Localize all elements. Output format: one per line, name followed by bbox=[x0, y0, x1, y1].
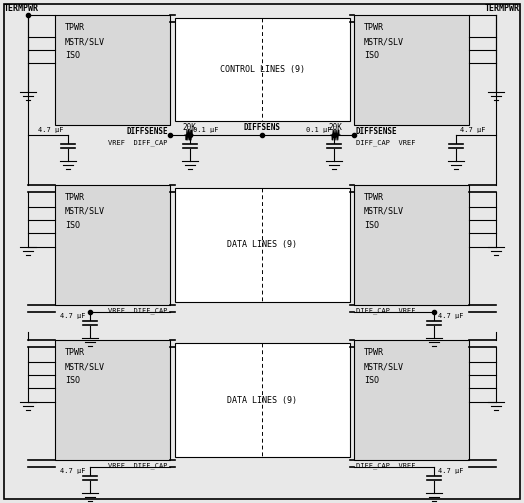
Text: DATA LINES (9): DATA LINES (9) bbox=[227, 240, 297, 249]
Bar bbox=[354, 185, 469, 305]
Text: ISO: ISO bbox=[65, 376, 80, 385]
Text: MSTR/SLV: MSTR/SLV bbox=[364, 362, 404, 371]
Text: TPWR: TPWR bbox=[65, 23, 85, 32]
Text: VREF  DIFF_CAP: VREF DIFF_CAP bbox=[108, 462, 168, 469]
Text: CONTROL LINES (9): CONTROL LINES (9) bbox=[220, 64, 304, 73]
Text: 4.7 μF: 4.7 μF bbox=[438, 313, 464, 319]
Text: 20K: 20K bbox=[328, 123, 342, 132]
Text: DATA LINES (9): DATA LINES (9) bbox=[227, 395, 297, 404]
Bar bbox=[354, 340, 469, 460]
Text: 4.7 μF: 4.7 μF bbox=[60, 468, 86, 474]
Text: ISO: ISO bbox=[65, 51, 80, 60]
Text: MSTR/SLV: MSTR/SLV bbox=[65, 362, 105, 371]
Text: MSTR/SLV: MSTR/SLV bbox=[65, 207, 105, 216]
Text: DIFF_CAP  VREF: DIFF_CAP VREF bbox=[356, 139, 416, 146]
Bar bbox=[175, 18, 350, 121]
Text: DIFFSENSE: DIFFSENSE bbox=[356, 127, 398, 136]
Text: TPWR: TPWR bbox=[65, 193, 85, 202]
Text: DIFF_CAP  VREF: DIFF_CAP VREF bbox=[356, 307, 416, 314]
Text: DIFF_CAP  VREF: DIFF_CAP VREF bbox=[356, 462, 416, 469]
Bar bbox=[354, 15, 469, 125]
Text: TERMPWR: TERMPWR bbox=[485, 4, 520, 13]
Text: TERMPWR: TERMPWR bbox=[4, 4, 39, 13]
Text: MSTR/SLV: MSTR/SLV bbox=[364, 207, 404, 216]
Text: 0.1 μF: 0.1 μF bbox=[193, 127, 219, 133]
Text: MSTR/SLV: MSTR/SLV bbox=[65, 37, 105, 46]
Bar bbox=[175, 188, 350, 302]
Bar bbox=[55, 340, 170, 460]
Text: ISO: ISO bbox=[364, 376, 379, 385]
Text: 4.7 μF: 4.7 μF bbox=[60, 313, 86, 319]
Text: 4.7 μF: 4.7 μF bbox=[438, 468, 464, 474]
Text: ISO: ISO bbox=[364, 51, 379, 60]
Text: DIFFSENSE: DIFFSENSE bbox=[126, 127, 168, 136]
Text: 20K: 20K bbox=[182, 123, 196, 132]
Text: DIFFSENS: DIFFSENS bbox=[244, 123, 280, 132]
Text: TPWR: TPWR bbox=[364, 193, 384, 202]
Bar bbox=[55, 15, 170, 125]
Text: ISO: ISO bbox=[65, 221, 80, 230]
Text: MSTR/SLV: MSTR/SLV bbox=[364, 37, 404, 46]
Text: TPWR: TPWR bbox=[364, 23, 384, 32]
Text: 4.7 μF: 4.7 μF bbox=[38, 127, 64, 133]
Text: TPWR: TPWR bbox=[364, 348, 384, 357]
Bar bbox=[175, 343, 350, 457]
Text: ISO: ISO bbox=[364, 221, 379, 230]
Text: TPWR: TPWR bbox=[65, 348, 85, 357]
Text: 4.7 μF: 4.7 μF bbox=[460, 127, 486, 133]
Bar bbox=[55, 185, 170, 305]
Text: VREF  DIFF_CAP: VREF DIFF_CAP bbox=[108, 139, 168, 146]
Text: VREF  DIFF_CAP: VREF DIFF_CAP bbox=[108, 307, 168, 314]
Text: 0.1 μF: 0.1 μF bbox=[305, 127, 331, 133]
